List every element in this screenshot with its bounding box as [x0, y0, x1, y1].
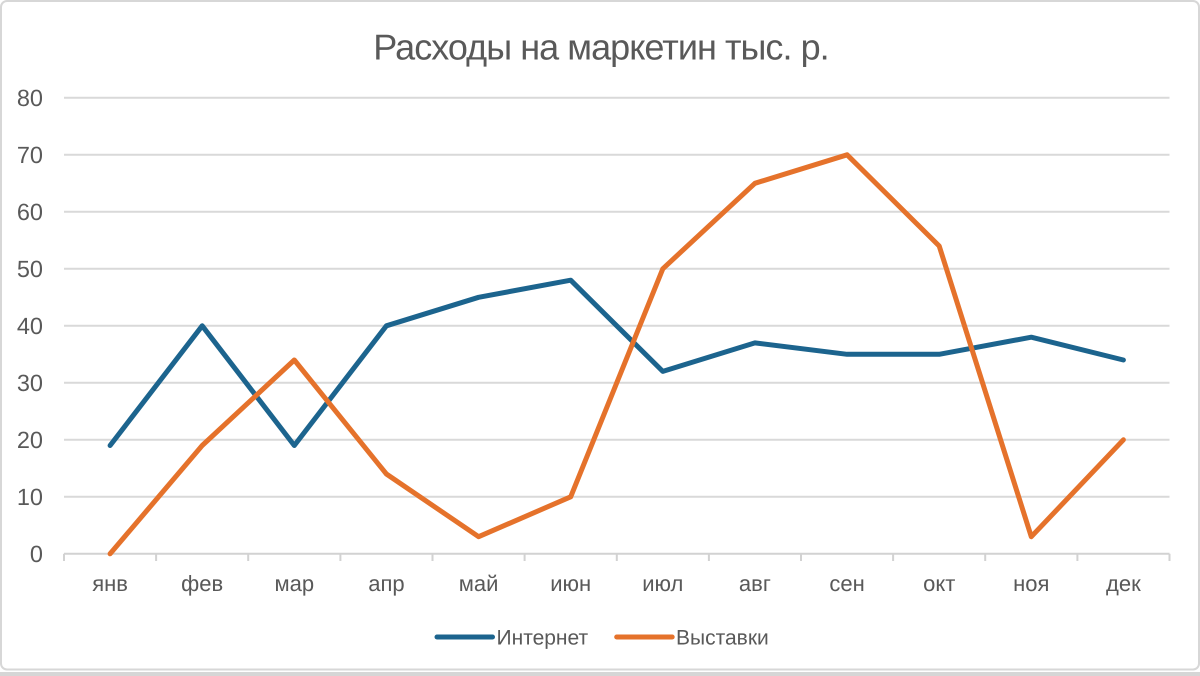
svg-text:30: 30 [17, 370, 43, 396]
svg-text:40: 40 [17, 313, 43, 339]
svg-text:янв: янв [92, 571, 128, 596]
svg-text:70: 70 [17, 142, 43, 168]
svg-text:ноя: ноя [1013, 571, 1049, 596]
svg-text:Интернет: Интернет [497, 626, 589, 649]
svg-text:июл: июл [642, 571, 683, 596]
svg-text:май: май [459, 571, 499, 596]
svg-text:Выставки: Выставки [676, 626, 769, 649]
svg-text:сен: сен [829, 571, 864, 596]
svg-text:80: 80 [17, 85, 43, 111]
svg-text:авг: авг [739, 571, 771, 596]
svg-text:мар: мар [274, 571, 314, 596]
svg-text:окт: окт [923, 571, 955, 596]
svg-text:апр: апр [368, 571, 404, 596]
svg-text:фев: фев [181, 571, 223, 596]
svg-text:50: 50 [17, 256, 43, 282]
svg-text:60: 60 [17, 199, 43, 225]
svg-text:дек: дек [1106, 571, 1141, 596]
svg-text:10: 10 [17, 484, 43, 510]
svg-text:20: 20 [17, 427, 43, 453]
svg-text:июн: июн [550, 571, 591, 596]
svg-text:0: 0 [30, 541, 43, 567]
svg-text:Расходы на маркетин тыс. р.: Расходы на маркетин тыс. р. [373, 27, 828, 68]
